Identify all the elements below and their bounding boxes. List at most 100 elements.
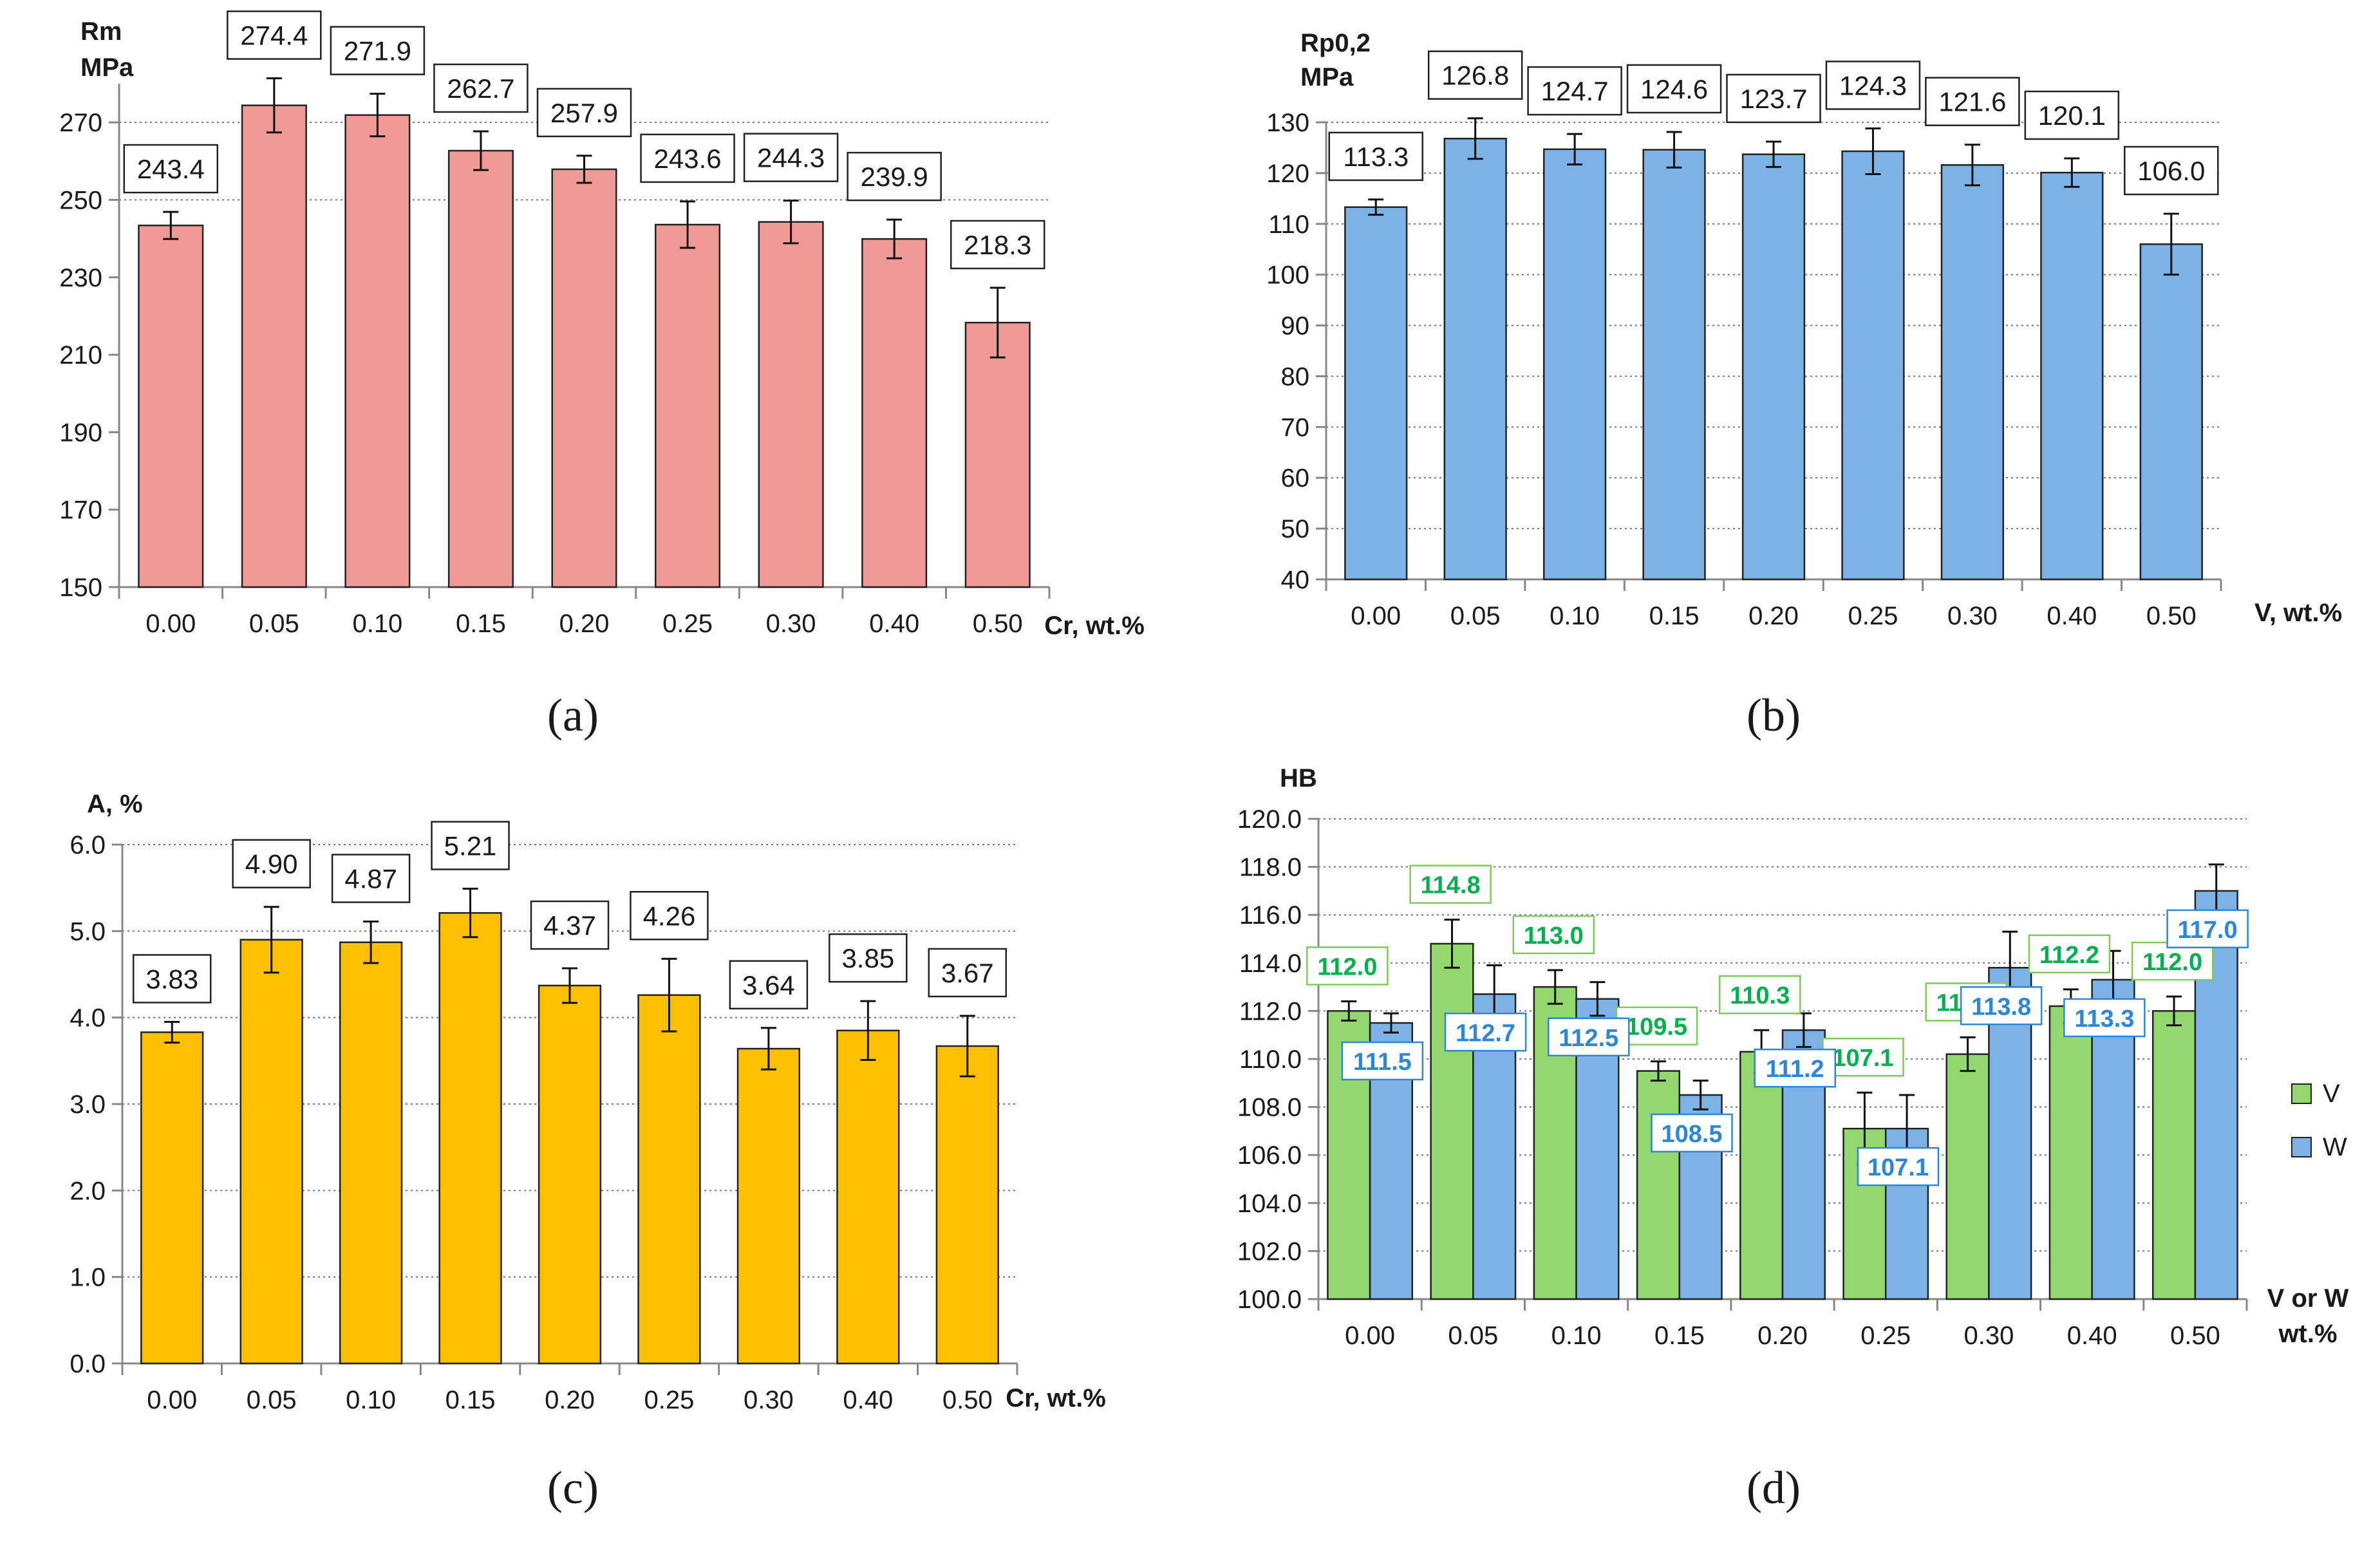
bar [2151, 1010, 2197, 1300]
x-tick-label: 0.15 [456, 610, 506, 638]
x-tick-label: 0.15 [1649, 602, 1700, 630]
x-tick-label: 0.30 [1964, 1322, 2014, 1350]
data-label-box [1825, 61, 1921, 110]
chart-2: 0.0 1.0 2.0 3.0 4.0 5.0 6.0 0.00 0.05 0.10 0.15 0.2… [70, 790, 1105, 1513]
data-label-box [1527, 66, 1622, 116]
x-tick-label: 0.00 [147, 1386, 197, 1414]
bar [1443, 137, 1507, 581]
x-axis-title: Cr, wt.% [1044, 612, 1145, 640]
y-tick-label: 90 [1281, 312, 1310, 341]
bar [1542, 148, 1607, 581]
data-label-box [1726, 73, 1821, 124]
legend-label: V [2323, 1080, 2340, 1108]
data-label-box-w [1960, 986, 2043, 1025]
bar [339, 941, 403, 1365]
data-label: 244.3 [757, 143, 825, 173]
y-tick-label: 270 [59, 109, 102, 137]
y-tick-label: 50 [1281, 515, 1310, 543]
bar [438, 912, 502, 1365]
bar [2139, 243, 2203, 581]
bar [1741, 153, 1806, 581]
data-label: 4.37 [543, 910, 596, 941]
y-tick-label: 130 [1266, 109, 1309, 137]
data-label-box [829, 933, 908, 983]
panel-caption: (a) [547, 689, 599, 741]
y-tick-label: 210 [59, 341, 102, 370]
data-label-box-w [1651, 1113, 1733, 1153]
data-label-box [630, 891, 709, 941]
data-label-box [227, 10, 322, 60]
data-label-box [1328, 131, 1423, 182]
data-label-box [1427, 50, 1523, 100]
bar [964, 321, 1031, 588]
x-axis-title: Cr, wt.% [1006, 1384, 1106, 1412]
y-tick-label: 120.0 [1237, 805, 1302, 834]
x-axis-title: wt.% [2278, 1320, 2337, 1348]
data-label-box-w [1754, 1048, 1836, 1088]
bar [447, 149, 514, 588]
data-label: 271.9 [344, 36, 411, 66]
x-tick-label: 0.05 [247, 1386, 297, 1414]
x-tick-label: 0.40 [843, 1386, 893, 1414]
x-tick-label: 0.10 [1550, 602, 1600, 630]
data-label: 124.6 [1640, 74, 1708, 104]
y-tick-label: 5.0 [70, 917, 106, 946]
data-label-box [433, 63, 529, 113]
panel-caption: (b) [1747, 689, 1801, 741]
data-label-box-v [1512, 915, 1595, 955]
y-tick-label: 106.0 [1237, 1141, 1302, 1170]
data-label-v: 110.3 [1730, 982, 1790, 1009]
panel-caption: (c) [547, 1462, 599, 1513]
data-label-w: 112.7 [1456, 1020, 1515, 1047]
x-axis-title: V, wt.% [2254, 599, 2342, 627]
data-label-box [950, 220, 1045, 270]
y-tick-label: 190 [59, 418, 102, 447]
y-tick-label: 0.0 [70, 1350, 106, 1378]
data-label: 243.4 [137, 154, 205, 184]
data-label-v: 107.1 [1832, 1045, 1893, 1072]
y-tick-label: 114.0 [1239, 950, 1302, 978]
data-label-v: 112.0 [1317, 953, 1377, 980]
bar [140, 1031, 204, 1365]
data-label-v: 112.0 [2142, 949, 2202, 976]
chart-1: 40 50 60 70 80 90 100 110 120 130 0.00 0.05 0.10 0.15… [1266, 29, 2342, 741]
y-axis-title: Rp0,2 [1300, 29, 1371, 57]
x-tick-label: 0.05 [249, 610, 299, 638]
x-tick-label: 0.05 [1448, 1322, 1498, 1350]
legend-swatch [2291, 1083, 2312, 1104]
data-label-w: 107.1 [1868, 1154, 1929, 1181]
data-label-box [123, 144, 219, 194]
y-tick-label: 118.0 [1239, 854, 1302, 882]
y-axis-title: Rm [80, 17, 122, 46]
bar [138, 224, 204, 588]
x-tick-label: 0.25 [1860, 1322, 1911, 1350]
x-tick-label: 0.25 [644, 1386, 695, 1414]
data-label-box [928, 948, 1007, 998]
data-label-box-w [1548, 1017, 1630, 1056]
data-label: 123.7 [1739, 84, 1807, 114]
bar [2040, 171, 2104, 581]
bar [637, 994, 701, 1365]
y-tick-label: 120 [1266, 160, 1309, 188]
data-label: 257.9 [550, 98, 618, 128]
data-label: 106.0 [2137, 156, 2205, 186]
y-axis-title: MPa [80, 53, 134, 82]
data-label-w: 108.5 [1661, 1121, 1722, 1148]
bar [861, 238, 928, 588]
x-tick-label: 0.25 [662, 610, 713, 638]
y-tick-label: 170 [59, 496, 102, 525]
data-label-box-v [2028, 934, 2111, 974]
data-label-w: 113.8 [1971, 993, 2031, 1020]
data-label-box [1626, 64, 1722, 114]
y-tick-label: 2.0 [70, 1177, 106, 1205]
bar [551, 168, 617, 588]
data-label-w: 113.3 [2074, 1006, 2134, 1033]
data-label-box [743, 133, 839, 182]
data-label-box [729, 960, 809, 1010]
y-tick-label: 230 [59, 264, 102, 292]
chart-0: 150 170 190 210 230 250 270 0.00 0.05 0.10 0.15 0.2… [59, 10, 1145, 741]
data-label: 3.83 [145, 964, 198, 994]
legend-label: W [2323, 1133, 2347, 1161]
x-tick-label: 0.30 [744, 1386, 794, 1414]
data-label-box [2024, 90, 2120, 140]
